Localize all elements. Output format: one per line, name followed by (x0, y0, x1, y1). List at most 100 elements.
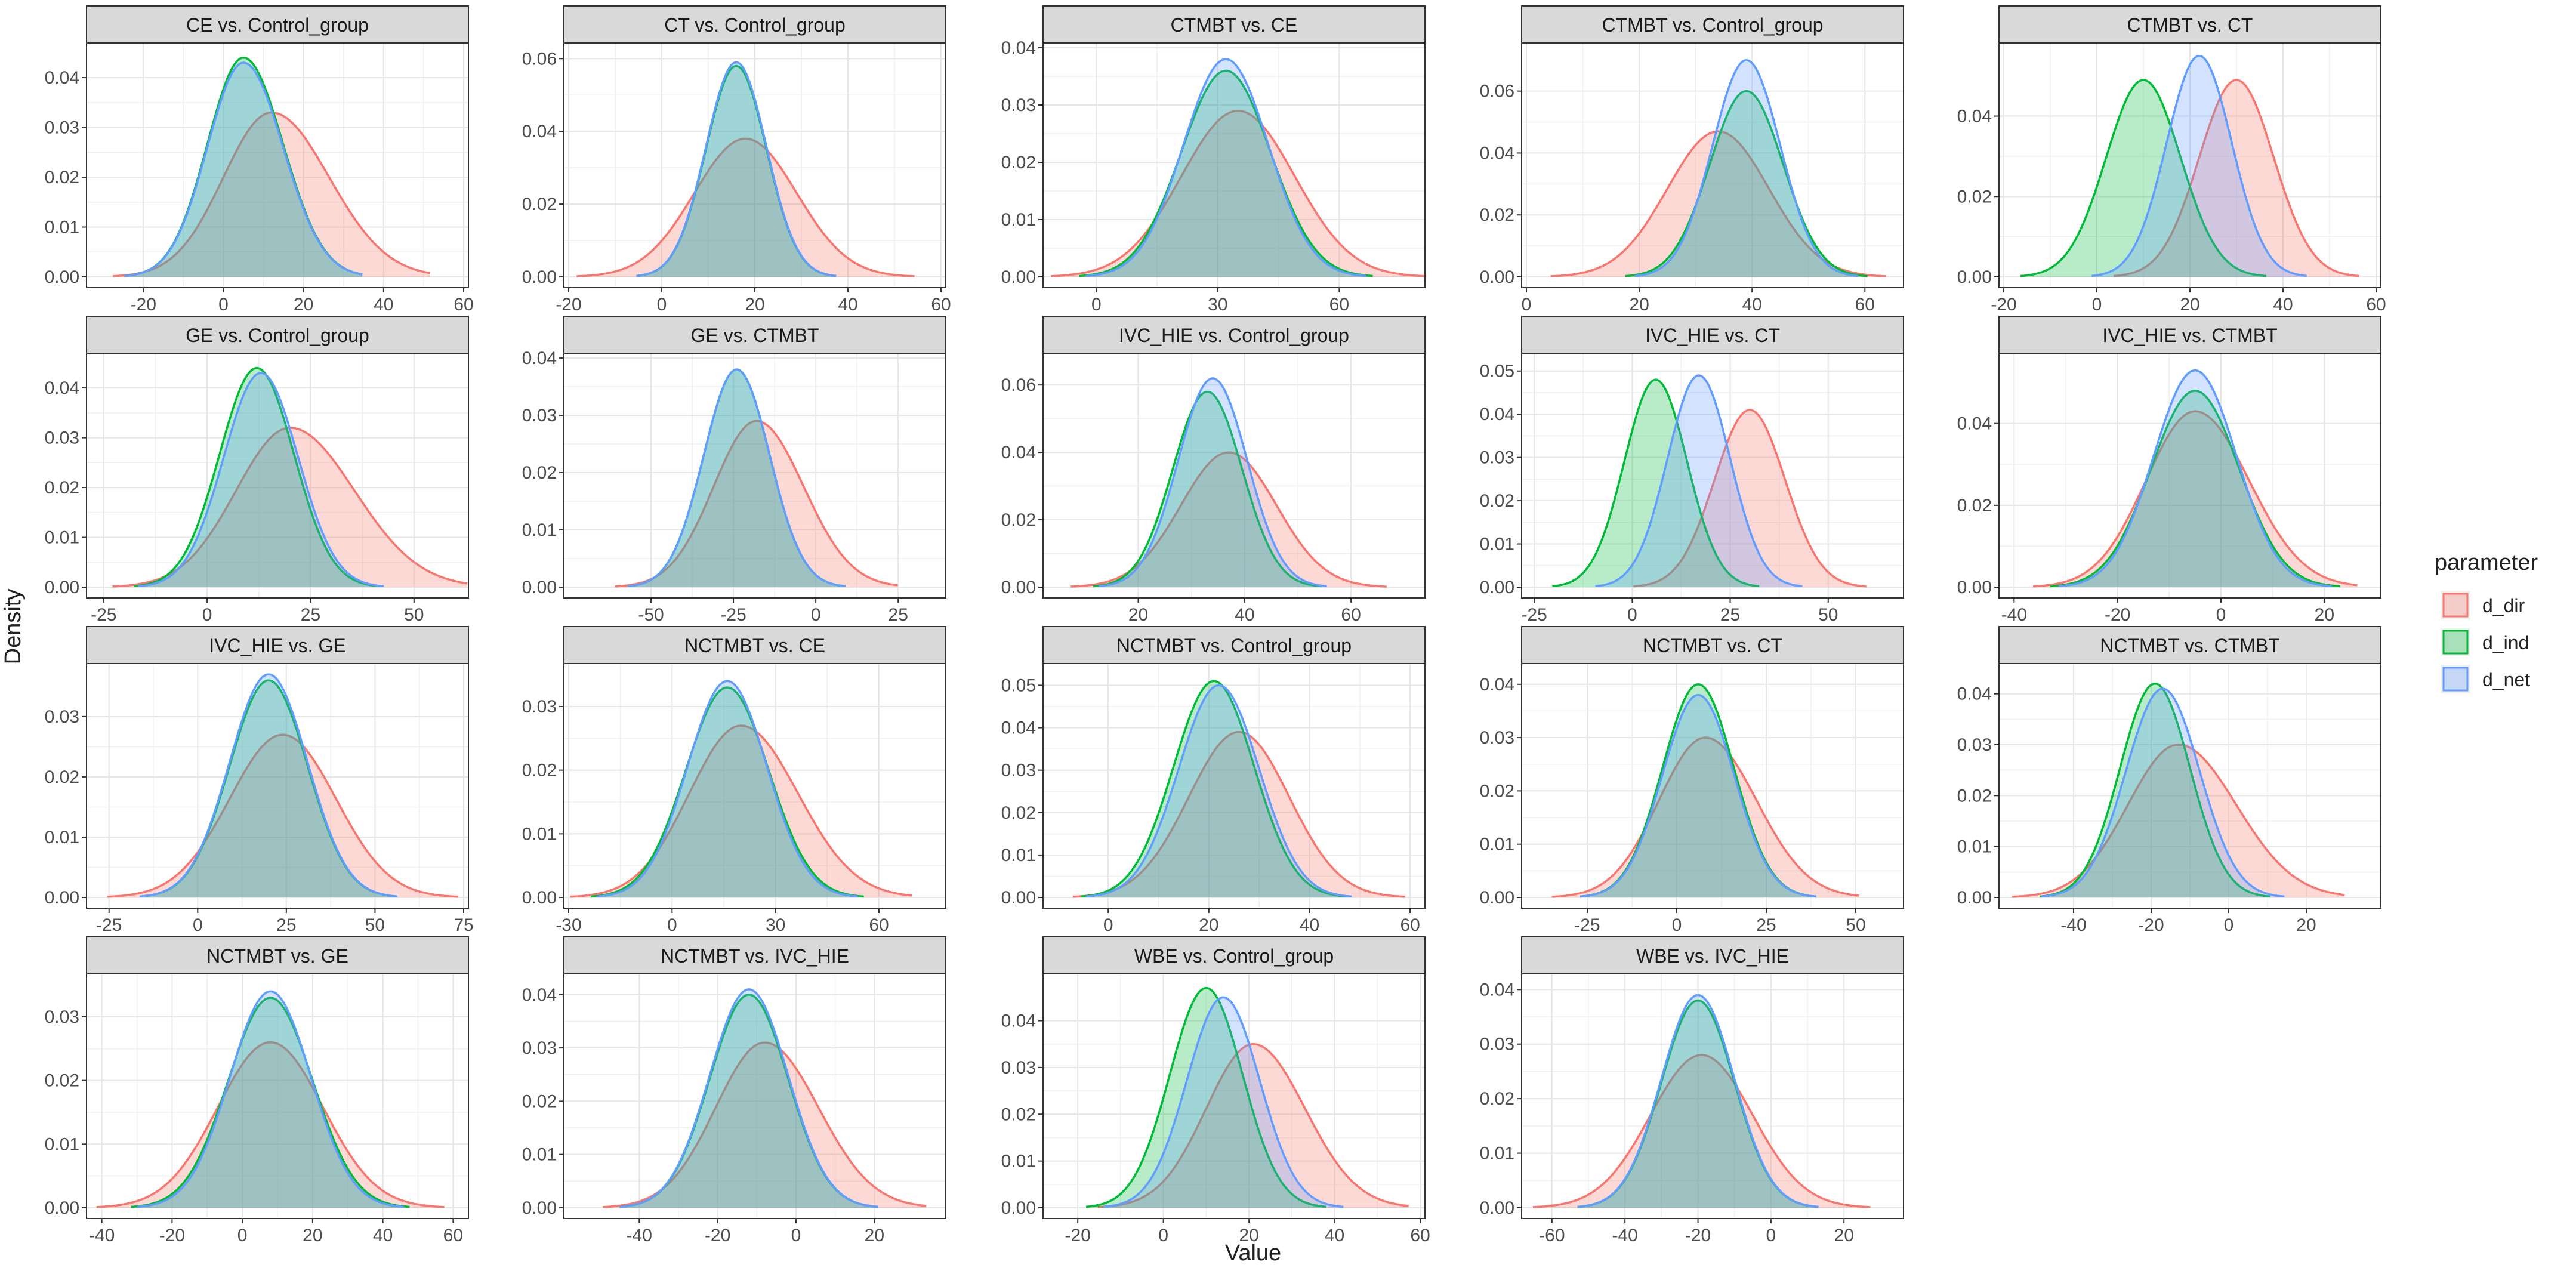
legend-title: parameter (2435, 550, 2538, 575)
density-line-d_ind (1086, 986, 1326, 1208)
facet-panel: GE vs. Control_group -25 0 25 50 0.00 0.01 0.02… (45, 316, 469, 625)
facet-title: IVC_HIE vs. GE (209, 635, 345, 656)
x-tick-label: 0 (193, 915, 203, 935)
facet-title: CTMBT vs. Control_group (1602, 14, 1823, 36)
density-line-d_net (2091, 54, 2307, 277)
x-tick-label: 0 (2224, 915, 2234, 935)
legend-key-bg (2441, 665, 2470, 693)
facet-panel: NCTMBT vs. GE -40 -20 0 20 40 60 0.00 0.01 0.02 0.… (45, 936, 469, 1245)
x-tick-label: -25 (96, 915, 122, 935)
y-tick-label: 0.03 (45, 428, 79, 448)
x-tick-label: 30 (1208, 295, 1227, 314)
x-tick-label: 60 (1410, 1226, 1430, 1245)
y-tick-label: 0.02 (45, 767, 79, 787)
y-tick-label: 0.02 (1957, 786, 1992, 806)
y-tick-label: 0.01 (522, 1145, 557, 1165)
x-tick-label: 20 (2315, 605, 2334, 625)
facet-panel: WBE vs. IVC_HIE -60 -40 -20 0 20 0.00 0.01 0.02 0… (1480, 936, 1904, 1245)
x-tick-label: -40 (627, 1226, 652, 1245)
facet-panel: NCTMBT vs. Control_group 0 20 40 60 0.00 0.01 0… (1001, 626, 1426, 935)
y-tick-label: 0.03 (1480, 448, 1514, 468)
density-line-d_ind (1552, 378, 1760, 588)
facet-title: NCTMBT vs. IVC_HIE (661, 945, 849, 967)
y-tick-label: 0.06 (522, 49, 557, 69)
y-tick-label: 0.01 (1957, 837, 1992, 857)
y-tick-label: 0.01 (45, 828, 79, 847)
facet-strip (1042, 626, 1426, 664)
facet-title: WBE vs. IVC_HIE (1636, 945, 1789, 967)
y-tick-label: 0.03 (1001, 1058, 1036, 1078)
panel-border (1042, 353, 1426, 599)
density-line-d_dir (96, 1041, 445, 1208)
panel-border (1521, 973, 1904, 1219)
density-line-d_net (1085, 684, 1352, 898)
x-tick-label: 0 (1766, 1226, 1776, 1245)
x-tick-label: -50 (638, 605, 664, 625)
facet-title: IVC_HIE vs. CTMBT (2102, 325, 2277, 346)
y-tick-label: 0.02 (1480, 1089, 1514, 1109)
x-tick-label: 40 (1300, 915, 1319, 935)
y-tick-label: 0.04 (1957, 414, 1992, 434)
y-tick-label: 0.03 (1480, 1035, 1514, 1054)
x-tick-label: -20 (2105, 605, 2130, 625)
density-line-d_dir (2032, 410, 2358, 588)
y-tick-label: 0.00 (1001, 888, 1036, 908)
legend-label: d_dir (2482, 595, 2525, 616)
y-tick-label: 0.03 (522, 697, 557, 717)
x-tick-label: 20 (745, 295, 764, 314)
x-tick-label: -25 (1521, 605, 1547, 625)
y-tick-label: 0.00 (45, 888, 79, 908)
density-line-d_net (1085, 58, 1366, 277)
y-tick-label: 0.01 (1480, 535, 1514, 554)
density-line-d_ind (2020, 79, 2267, 277)
x-tick-label: 30 (766, 915, 785, 935)
y-tick-label: 0.00 (1957, 888, 1992, 908)
facet-title: CTMBT vs. CE (1171, 14, 1298, 36)
legend-swatch (2442, 667, 2469, 692)
x-tick-label: 0 (791, 1226, 801, 1245)
facet-title: NCTMBT vs. Control_group (1116, 635, 1352, 656)
x-tick-label: 25 (1720, 605, 1740, 625)
x-tick-label: 40 (838, 295, 857, 314)
x-tick-label: -20 (1065, 1226, 1091, 1245)
x-tick-label: 0 (1091, 295, 1102, 314)
facet-strip (1521, 936, 1904, 974)
legend: parameter d_dir d_ind d_net (2435, 550, 2538, 693)
x-tick-label: -40 (2001, 605, 2027, 625)
y-tick-label: 0.02 (522, 761, 557, 781)
y-tick-label: 0.04 (45, 68, 79, 88)
plot-area (1043, 43, 1425, 288)
y-axis-label: Density (1, 589, 26, 665)
x-tick-label: 20 (2180, 295, 2199, 314)
y-tick-label: 0.00 (1001, 1198, 1036, 1218)
density-line-d_net (124, 61, 363, 277)
facet-panel: CTMBT vs. CT -20 0 20 40 60 0.00 0.02 0.04 (1957, 5, 2386, 314)
facet-panel: CT vs. Control_group -20 0 20 40 60 0.00 0.02 0.… (522, 5, 951, 314)
x-tick-label: 25 (1756, 915, 1776, 935)
x-tick-label: -20 (556, 295, 581, 314)
y-tick-label: 0.04 (1957, 684, 1992, 704)
facet-panel: GE vs. CTMBT -50 -25 0 25 0.00 0.01 0.02 0.03 0.0… (522, 316, 946, 625)
density-line-d_net (628, 368, 846, 588)
density-line-d_dir (570, 724, 912, 898)
density-line-d_dir (1633, 409, 1867, 588)
panel-border (563, 42, 946, 288)
x-tick-label: 20 (303, 1226, 322, 1245)
y-tick-label: 0.02 (1480, 205, 1514, 225)
y-tick-label: 0.02 (1001, 1105, 1036, 1124)
x-tick-label: 50 (365, 915, 385, 935)
y-tick-label: 0.00 (1957, 578, 1992, 597)
panel-border (563, 663, 946, 909)
facet-panel: CTMBT vs. Control_group 0 20 40 60 0.00 0.02 0.… (1480, 5, 1904, 314)
facet-panel: IVC_HIE vs. CTMBT -40 -20 0 20 0.00 0.02 0.04 (1957, 316, 2381, 625)
facet-title: WBE vs. Control_group (1134, 945, 1334, 967)
legend-key-bg (2441, 628, 2470, 656)
y-tick-label: 0.04 (1480, 143, 1514, 163)
panel-border (563, 973, 946, 1219)
panel-border (86, 973, 469, 1219)
density-line-d_net (140, 673, 398, 898)
panel-border (86, 42, 469, 288)
y-tick-label: 0.00 (522, 578, 557, 597)
y-tick-label: 0.04 (522, 348, 557, 368)
x-tick-label: 20 (1199, 915, 1218, 935)
